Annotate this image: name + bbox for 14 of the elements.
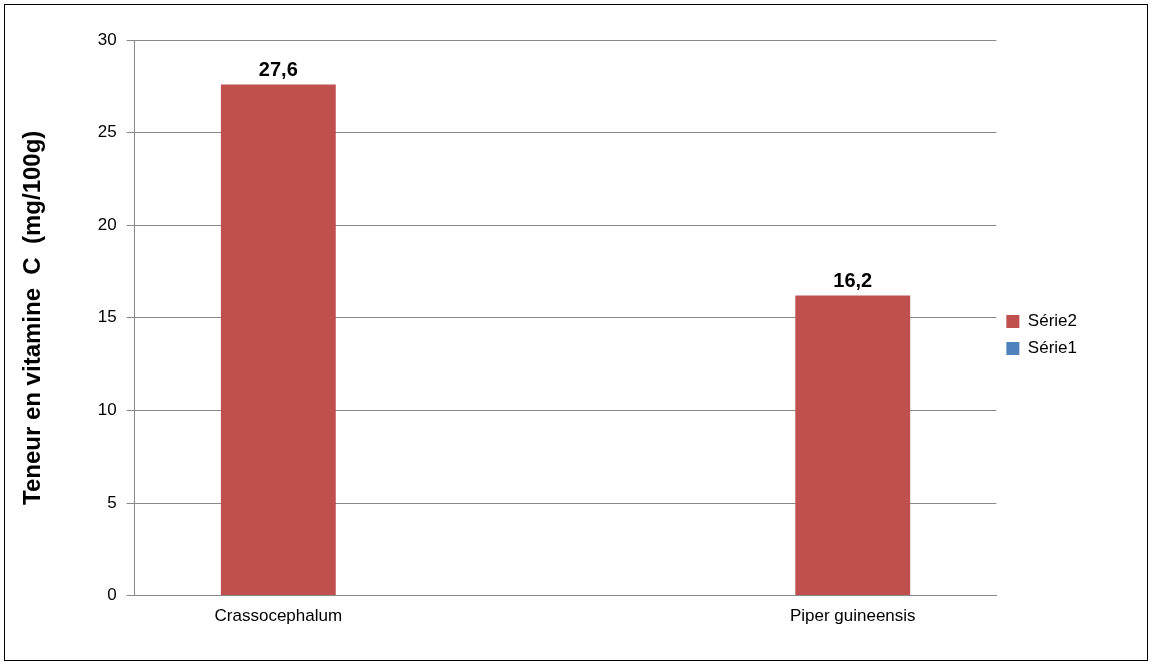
y-tick-label: 10 xyxy=(97,400,117,420)
y-axis-title: Teneur en vitamine C (mg/100g) xyxy=(18,130,46,505)
x-tick-label: Crassocephalum xyxy=(214,606,343,626)
y-tick-label: 20 xyxy=(97,214,117,234)
y-tick-label: 15 xyxy=(97,307,117,327)
y-tick-label: 5 xyxy=(107,492,117,512)
y-tick-label: 0 xyxy=(107,585,117,605)
x-tick-label: Piper guineensis xyxy=(789,606,916,626)
y-tick-label: 25 xyxy=(97,122,117,142)
data-label: 16,2 xyxy=(833,269,873,292)
data-label: 27,6 xyxy=(258,57,298,80)
legend-label: Série1 xyxy=(1027,338,1077,358)
legend-label: Série2 xyxy=(1027,311,1077,331)
y-tick-label: 30 xyxy=(97,29,117,49)
